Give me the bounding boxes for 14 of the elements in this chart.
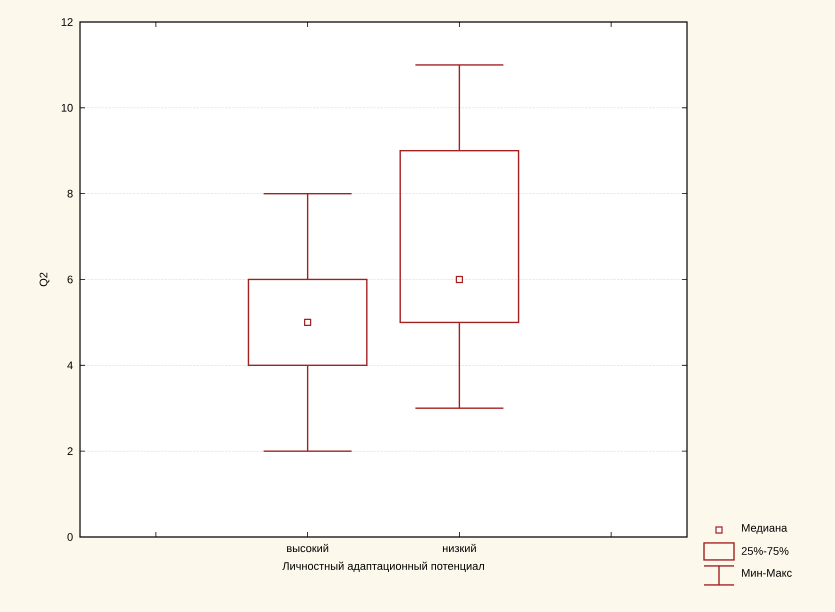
x-axis-title: Личностный адаптационный потенциал — [282, 562, 484, 572]
y-tick-label: 2 — [68, 447, 73, 455]
y-tick-label: 6 — [68, 276, 73, 284]
y-tick-label: 8 — [68, 190, 73, 198]
y-tick-label: 10 — [62, 104, 73, 112]
y-tick-label: 12 — [62, 18, 73, 26]
y-tick-label: 0 — [67, 533, 73, 541]
x-tick-label: низкий — [442, 544, 476, 552]
y-axis-title: Q2 — [40, 272, 50, 286]
text: 25%-75% — [742, 547, 788, 555]
y-tick-label: 4 — [67, 362, 73, 370]
text: Медиана — [742, 524, 788, 534]
text: Мин-Макс — [742, 569, 792, 577]
x-tick-label: высокий — [287, 544, 328, 552]
